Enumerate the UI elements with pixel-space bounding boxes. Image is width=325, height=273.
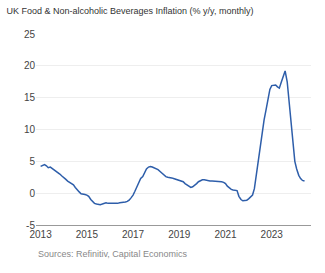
svg-text:5: 5 (29, 156, 35, 167)
svg-text:2021: 2021 (214, 229, 237, 240)
svg-text:UK Food & Non-alcoholic Bevera: UK Food & Non-alcoholic Beverages Inflat… (7, 6, 254, 16)
svg-text:Sources: Refinitiv, Capital Ec: Sources: Refinitiv, Capital Economics (38, 249, 187, 259)
svg-text:25: 25 (24, 29, 36, 40)
svg-text:2013: 2013 (29, 229, 52, 240)
svg-text:10: 10 (24, 124, 36, 135)
svg-text:15: 15 (24, 92, 36, 103)
svg-text:2019: 2019 (168, 229, 191, 240)
svg-text:2017: 2017 (122, 229, 145, 240)
svg-text:2023: 2023 (261, 229, 284, 240)
svg-text:0: 0 (29, 188, 35, 199)
svg-text:-5: -5 (26, 220, 35, 231)
svg-text:20: 20 (24, 60, 36, 71)
svg-text:2015: 2015 (76, 229, 99, 240)
